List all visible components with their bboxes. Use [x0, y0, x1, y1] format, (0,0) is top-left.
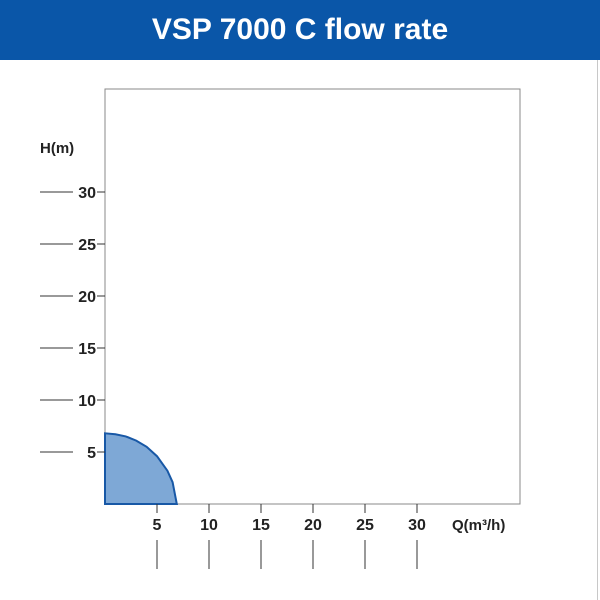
y-tick-label-15: 15 — [78, 341, 96, 358]
y-tick-label-25: 25 — [78, 237, 96, 254]
x-tick-label-15: 15 — [252, 517, 270, 534]
chart-title: VSP 7000 C flow rate — [151, 13, 449, 46]
y-tick-label-10: 10 — [78, 393, 96, 410]
x-tick-label-10: 10 — [200, 517, 218, 534]
x-tick-label-25: 25 — [356, 517, 374, 534]
x-tick-label-30: 30 — [408, 517, 426, 534]
y-tick-label-20: 20 — [78, 289, 96, 306]
title-banner: VSP 7000 C flow rate — [0, 0, 600, 60]
y-axis-label: H(m) — [40, 140, 74, 157]
series-0-area — [104, 432, 179, 505]
right-edge-divider — [597, 60, 598, 600]
flow-rate-chart: H(m) Q(m³/h) 5 10 15 20 25 30 5 10 15 20 25 30 — [40, 88, 521, 569]
plot-frame — [104, 88, 521, 505]
x-axis-label: Q(m³/h) — [452, 517, 505, 534]
x-tick-label-5: 5 — [153, 517, 162, 534]
y-tick-label-5: 5 — [87, 445, 96, 462]
x-tick-label-20: 20 — [304, 517, 322, 534]
y-tick-label-30: 30 — [78, 185, 96, 202]
